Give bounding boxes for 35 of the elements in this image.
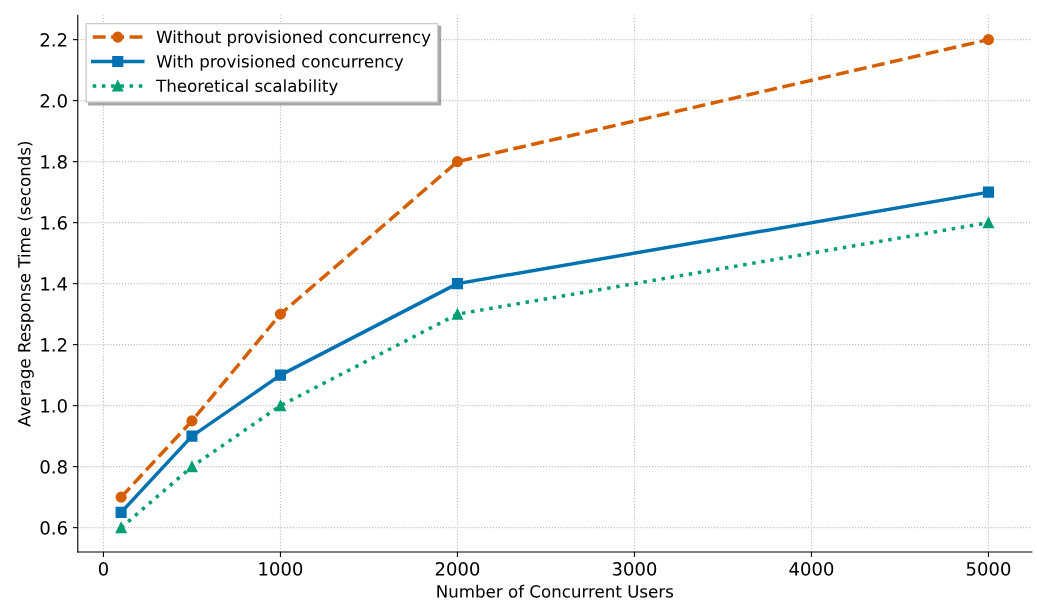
legend-label: Theoretical scalability <box>156 79 338 96</box>
x-tick-label: 3000 <box>612 562 657 576</box>
legend-label: With provisioned concurrency <box>156 54 404 71</box>
point <box>186 430 198 442</box>
y-tick-label: 1.0 <box>41 399 67 413</box>
x-tick-label: 2000 <box>435 562 480 576</box>
point <box>451 278 464 290</box>
point <box>451 156 464 168</box>
legend-label: Without provisioned concurrency <box>156 30 431 47</box>
point <box>186 415 198 427</box>
y-tick-label: 2.2 <box>40 33 67 47</box>
y-tick-label: 1.2 <box>41 338 67 352</box>
x-axis-title: Number of Concurrent Users <box>437 584 674 598</box>
point <box>115 506 127 518</box>
y-tick-label: 2.0 <box>40 94 67 108</box>
x-tick-label: 1000 <box>259 562 303 576</box>
x-tick-label: 4000 <box>789 562 834 576</box>
y-tick-label: 0.6 <box>40 521 67 535</box>
point <box>982 34 995 46</box>
x-tick-label: 0 <box>98 562 108 576</box>
y-tick-label: 0.8 <box>40 460 67 474</box>
x-tick-label: 5000 <box>966 562 1011 576</box>
point <box>115 491 127 503</box>
point <box>274 369 286 381</box>
point <box>274 400 286 412</box>
point <box>274 308 286 320</box>
point <box>186 461 198 473</box>
point <box>115 522 127 534</box>
y-tick-label: 1.8 <box>41 155 67 169</box>
point <box>451 308 464 320</box>
y-axis-title: Average Response Time (seconds) <box>17 141 34 427</box>
point <box>982 186 995 198</box>
y-tick-label: 1.4 <box>41 277 68 291</box>
y-tick-label: 1.6 <box>41 216 67 230</box>
point <box>982 217 995 229</box>
